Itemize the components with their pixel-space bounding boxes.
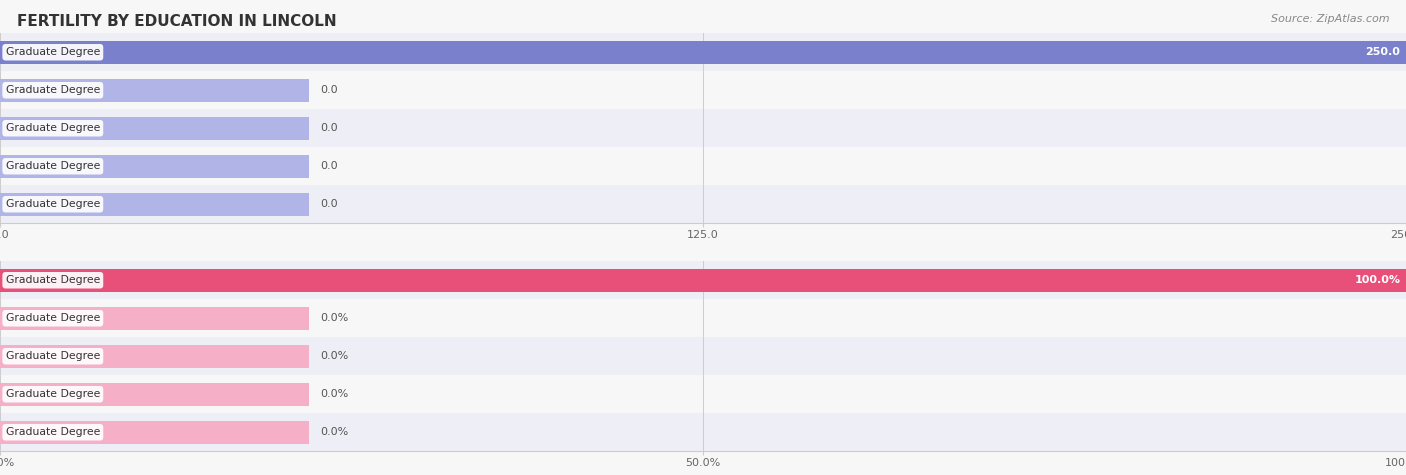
Text: 0.0%: 0.0%	[321, 313, 349, 323]
Bar	[0, 261, 1406, 299]
Text: 0.0%: 0.0%	[321, 427, 349, 437]
Bar	[0, 185, 1406, 223]
Text: 250.0: 250.0	[1365, 47, 1400, 57]
Text: Source: ZipAtlas.com: Source: ZipAtlas.com	[1271, 14, 1389, 24]
Bar	[0, 337, 1406, 375]
Text: 0.0%: 0.0%	[321, 351, 349, 361]
Bar	[0, 193, 309, 216]
Text: Graduate Degree: Graduate Degree	[6, 161, 100, 171]
Text: Graduate Degree: Graduate Degree	[6, 47, 100, 57]
Text: Graduate Degree: Graduate Degree	[6, 85, 100, 95]
Bar	[0, 71, 1406, 109]
Text: Graduate Degree: Graduate Degree	[6, 427, 100, 437]
Bar	[0, 79, 309, 102]
Bar	[0, 147, 1406, 185]
Text: 0.0: 0.0	[321, 161, 339, 171]
Text: 0.0%: 0.0%	[321, 389, 349, 399]
Bar	[0, 345, 309, 368]
Bar	[0, 269, 1406, 292]
Bar	[0, 413, 1406, 451]
Text: Graduate Degree: Graduate Degree	[6, 275, 100, 285]
Text: Graduate Degree: Graduate Degree	[6, 123, 100, 133]
Bar	[0, 155, 309, 178]
Bar	[0, 375, 1406, 413]
Text: Graduate Degree: Graduate Degree	[6, 313, 100, 323]
Bar	[0, 117, 309, 140]
Bar	[0, 41, 1406, 64]
Text: 0.0: 0.0	[321, 199, 339, 209]
Bar	[0, 383, 309, 406]
Bar	[0, 33, 1406, 71]
Text: Graduate Degree: Graduate Degree	[6, 351, 100, 361]
Text: 100.0%: 100.0%	[1354, 275, 1400, 285]
Bar	[0, 109, 1406, 147]
Text: 0.0: 0.0	[321, 123, 339, 133]
Text: Graduate Degree: Graduate Degree	[6, 389, 100, 399]
Text: Graduate Degree: Graduate Degree	[6, 199, 100, 209]
Bar	[0, 421, 309, 444]
Bar	[0, 307, 309, 330]
Bar	[0, 299, 1406, 337]
Text: FERTILITY BY EDUCATION IN LINCOLN: FERTILITY BY EDUCATION IN LINCOLN	[17, 14, 336, 29]
Text: 0.0: 0.0	[321, 85, 339, 95]
